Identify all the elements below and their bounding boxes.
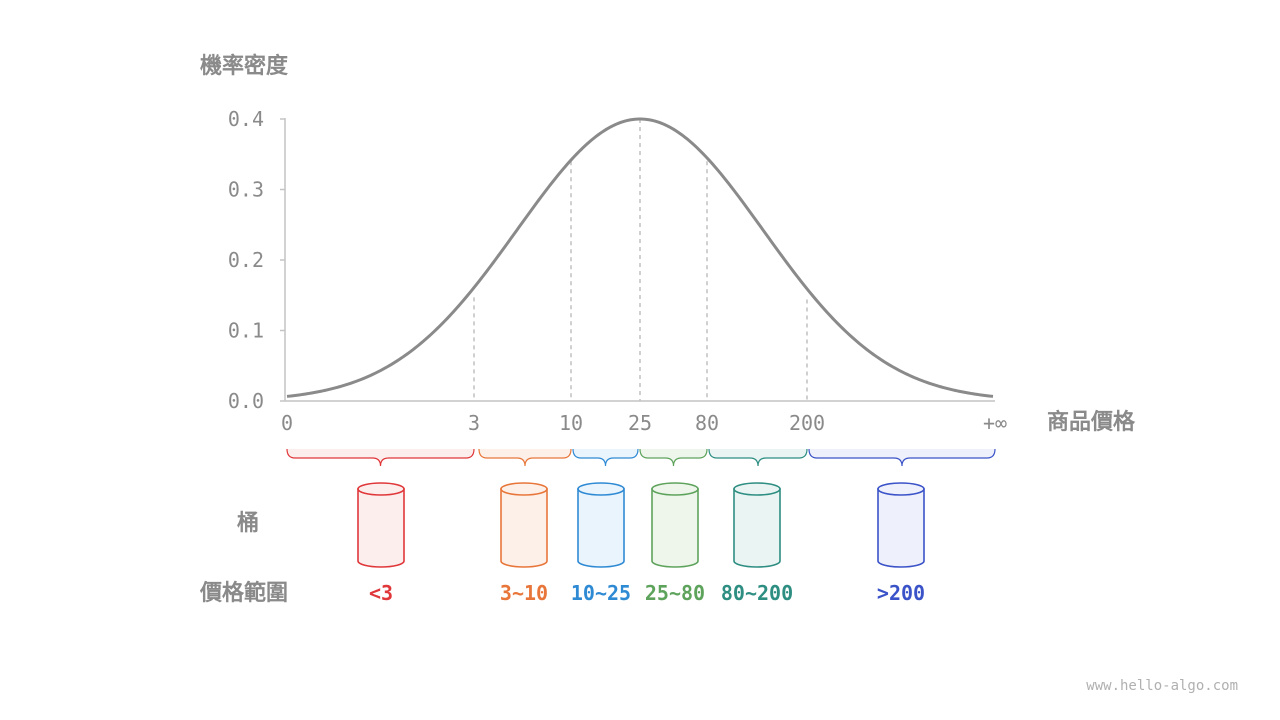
- brace-fill: [573, 449, 638, 466]
- range-label-group: <3 3~10 10~25 25~80 80~200 >200: [369, 581, 925, 605]
- x-tick-label: +∞: [983, 411, 1007, 435]
- distribution-curve: [286, 117, 994, 398]
- x-tick-label: 25: [628, 411, 652, 435]
- x-tick-label: 10: [559, 411, 583, 435]
- brace-fill: [809, 449, 995, 466]
- bucket-body: [577, 488, 625, 568]
- brace-fill: [709, 449, 807, 466]
- bucket-range-label: >200: [877, 581, 925, 605]
- brace-fill: [640, 449, 707, 466]
- bucket-body: [500, 488, 548, 568]
- bucket-icon: [577, 482, 625, 568]
- brace: [572, 448, 639, 467]
- bucket-rim: [577, 482, 625, 496]
- bucket-range-label: 3~10: [500, 581, 548, 605]
- bucket-row-label: 桶: [237, 511, 259, 536]
- brace-group: [286, 448, 996, 467]
- x-tick-label: 3: [468, 411, 480, 435]
- y-tick-group: 0.0 0.1 0.2 0.3 0.4: [228, 107, 285, 413]
- bucket-body: [651, 488, 699, 568]
- x-tick-label: 200: [789, 411, 825, 435]
- bucket-range-label: 25~80: [645, 581, 705, 605]
- brace: [708, 448, 808, 467]
- range-row-label: 價格範圍: [199, 580, 288, 606]
- x-axis-title: 商品價格: [1047, 409, 1136, 435]
- bucket-icon: [651, 482, 699, 568]
- bucket-icon: [733, 482, 781, 568]
- bucket-range-label: 10~25: [571, 581, 631, 605]
- y-tick-label: 0.2: [228, 248, 264, 272]
- y-tick-label: 0.3: [228, 178, 264, 202]
- bucket-body: [357, 488, 405, 568]
- bucket-group: [357, 482, 925, 568]
- brace-fill: [479, 449, 571, 466]
- y-tick-label: 0.1: [228, 319, 264, 343]
- bucket-icon: [500, 482, 548, 568]
- guide-line-group: [473, 119, 808, 401]
- brace: [478, 448, 572, 467]
- bucket-rim: [500, 482, 548, 496]
- brace: [808, 448, 996, 467]
- y-tick-label: 0.0: [228, 389, 264, 413]
- bucket-icon: [357, 482, 405, 568]
- brace-fill: [287, 449, 474, 466]
- y-axis-title: 機率密度: [200, 53, 289, 79]
- watermark: www.hello-algo.com: [1086, 678, 1238, 694]
- y-tick-label: 0.4: [228, 107, 264, 131]
- x-tick-label: 80: [695, 411, 719, 435]
- bucket-rim: [651, 482, 699, 496]
- bucket-icon: [877, 482, 925, 568]
- bucket-rim: [357, 482, 405, 496]
- x-tick-group: 0 3 10 25 80 200 +∞: [281, 411, 1007, 435]
- bucket-range-label: 80~200: [721, 581, 793, 605]
- bucket-range-label: <3: [369, 581, 393, 605]
- bucket-body: [733, 488, 781, 568]
- x-tick-label: 0: [281, 411, 293, 435]
- bucket-body: [877, 488, 925, 568]
- brace: [286, 448, 475, 467]
- bucket-rim: [877, 482, 925, 496]
- brace: [639, 448, 708, 467]
- bucket-rim: [733, 482, 781, 496]
